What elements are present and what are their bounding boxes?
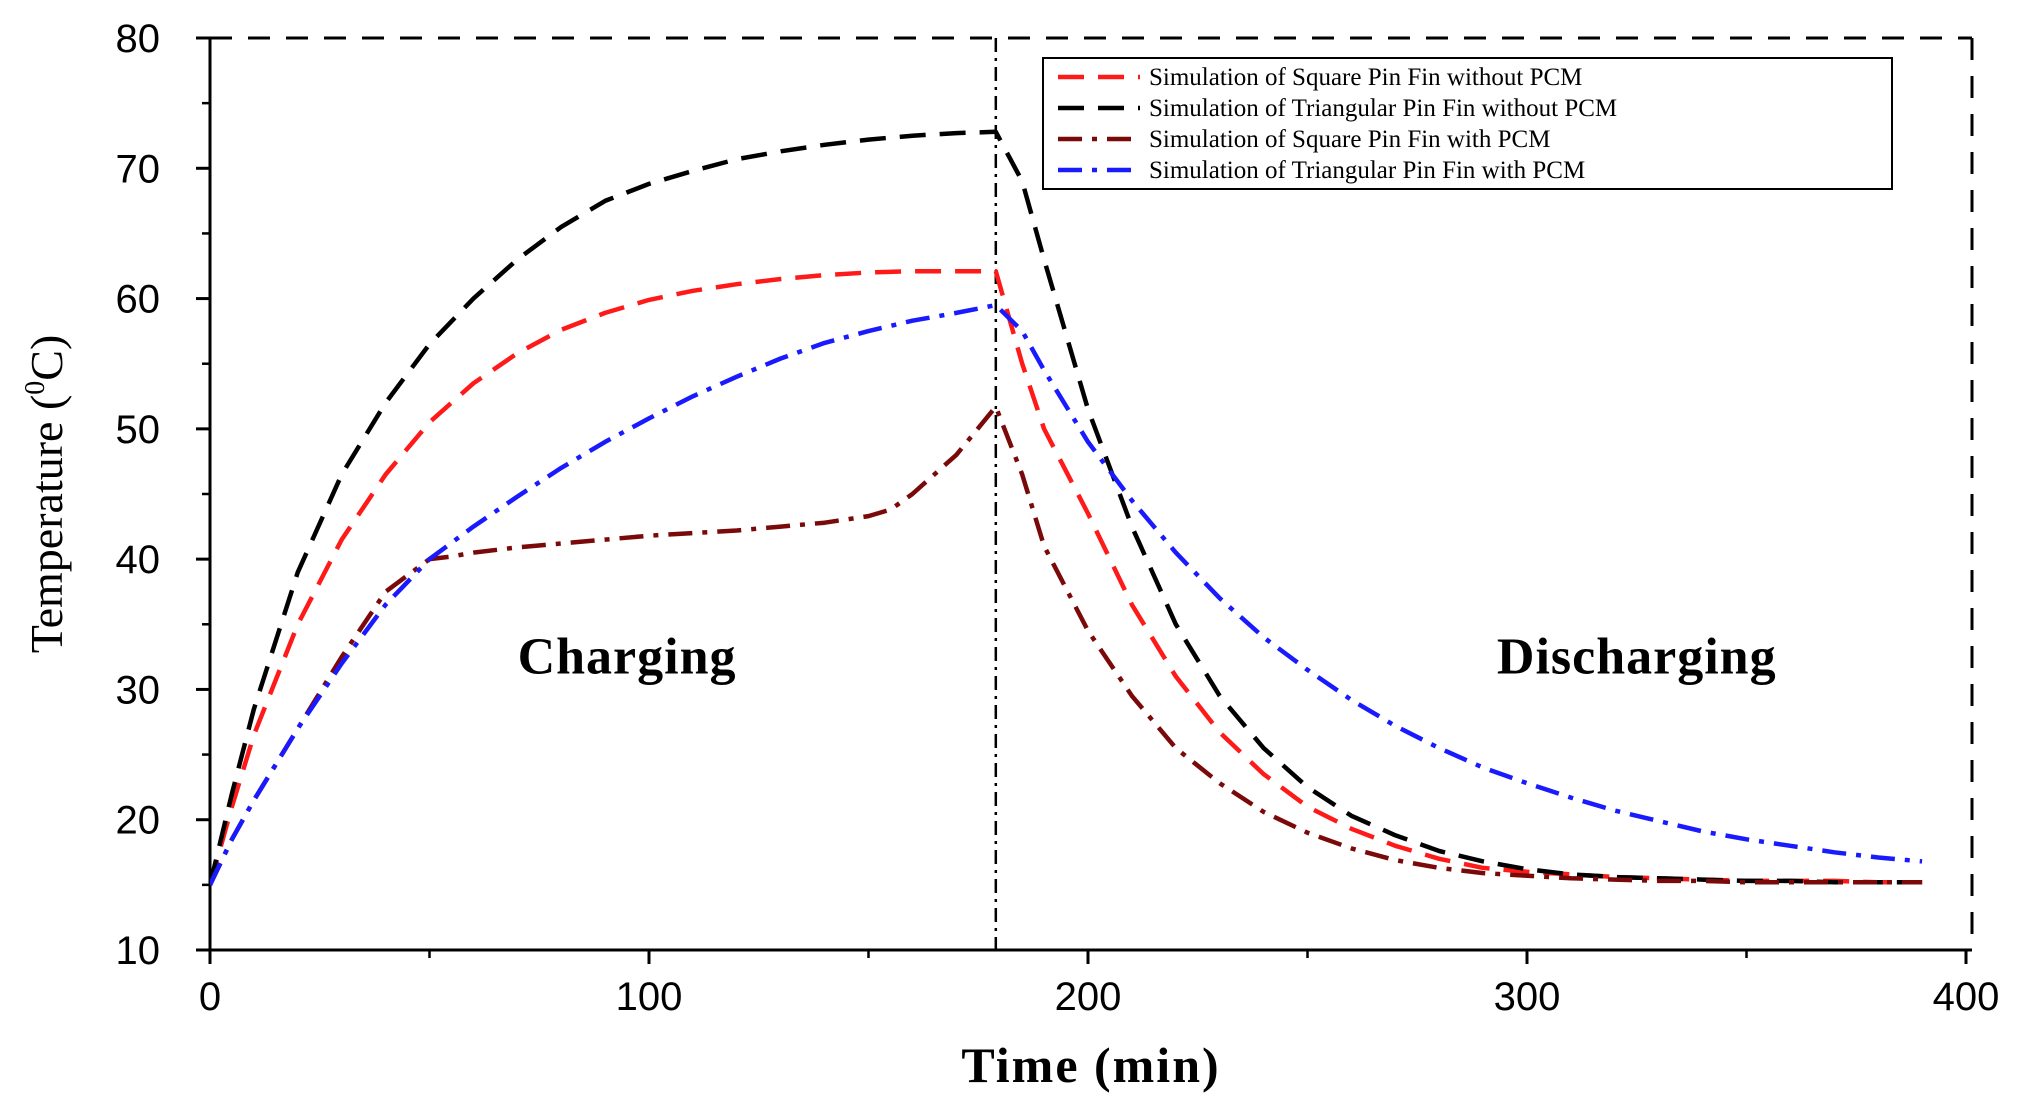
legend: Simulation of Square Pin Fin without PCM… [1042, 57, 1893, 190]
series-square-with-pcm [210, 404, 1923, 886]
y-tick-label: 60 [116, 278, 161, 322]
y-tick-label: 10 [116, 929, 161, 973]
y-tick-label: 70 [116, 147, 161, 191]
y-axis-title-base: Temperature ( [21, 395, 72, 654]
annotation-discharging: Discharging [1497, 628, 1777, 685]
y-tick-label: 80 [116, 17, 161, 61]
legend-label-square-with-pcm: Simulation of Square Pin Fin with PCM [1149, 126, 1550, 153]
x-axis-title: Time (min) [961, 1037, 1220, 1093]
series-triangular-without-pcm [210, 129, 1923, 886]
x-tick-label: 400 [1933, 975, 2000, 1019]
annotation-charging: Charging [518, 628, 737, 685]
legend-box [1042, 57, 1893, 190]
y-axis-title: Temperature (0C) [20, 335, 72, 654]
series-square-without-pcm [210, 268, 1923, 886]
y-axis-title-unit: C) [21, 335, 72, 381]
x-tick-label: 0 [199, 975, 221, 1019]
x-tick-label: 200 [1055, 975, 1122, 1019]
y-tick-label: 40 [116, 538, 161, 582]
x-tick-label: 100 [616, 975, 683, 1019]
axis-ticks [196, 36, 1968, 964]
series-triangular-with-pcm [210, 302, 1923, 886]
y-axis-title-sup: 0 [20, 381, 51, 395]
y-tick-label: 50 [116, 408, 161, 452]
tick-labels: 0 100 200 300 400 10 20 30 40 50 60 70 80 [116, 17, 2000, 1019]
legend-swatches [1058, 74, 1140, 173]
legend-label-triangular-with-pcm: Simulation of Triangular Pin Fin with PC… [1149, 157, 1585, 184]
y-tick-label: 30 [116, 668, 161, 712]
legend-label-square-without-pcm: Simulation of Square Pin Fin without PCM [1149, 64, 1582, 91]
legend-label-triangular-without-pcm: Simulation of Triangular Pin Fin without… [1149, 95, 1617, 122]
x-tick-label: 300 [1494, 975, 1561, 1019]
series-layer [210, 129, 1923, 886]
y-tick-label: 20 [116, 799, 161, 843]
